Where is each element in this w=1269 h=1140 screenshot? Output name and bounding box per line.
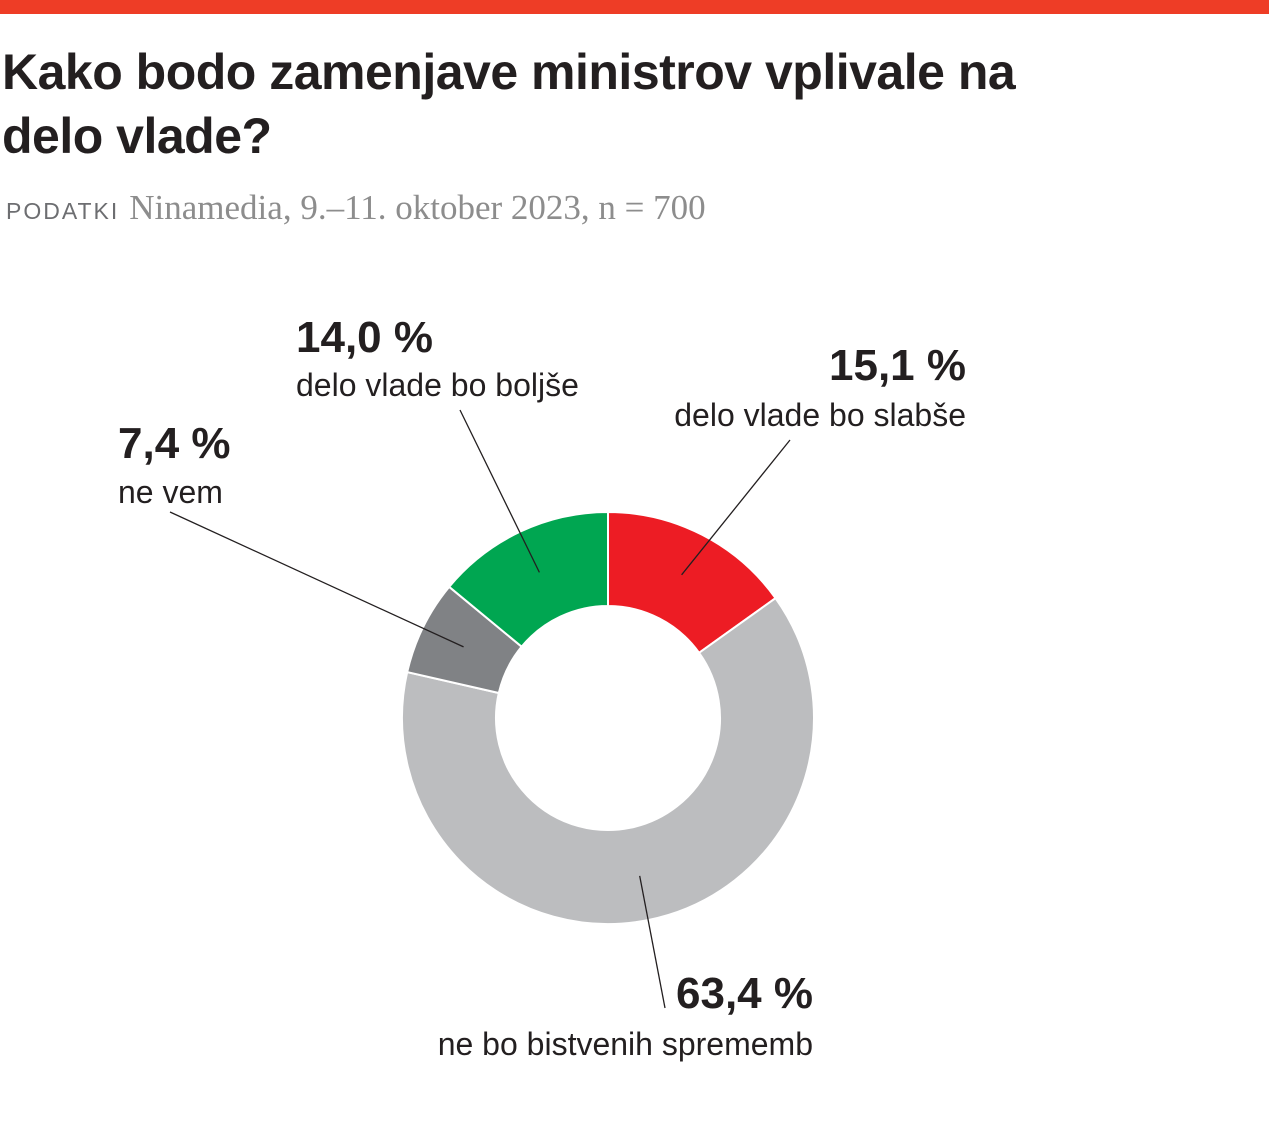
value-label-boljse: 14,0 % [296,313,433,362]
donut-slices [401,510,815,925]
category-label-nespremenjeno: ne bo bistvenih sprememb [438,1026,813,1062]
source-text: Ninamedia, 9.–11. oktober 2023, n = 700 [129,188,706,227]
top-accent-bar [0,0,1269,14]
leader-lines [169,409,791,1009]
source-line: PODATKI Ninamedia, 9.–11. oktober 2023, n… [6,186,706,233]
category-label-slabse: delo vlade bo slabše [674,397,966,433]
leader-line-nespremenjeno [639,875,666,1009]
category-label-boljse: delo vlade bo boljše [296,367,579,403]
category-label-ne-vem: ne vem [118,474,223,510]
value-label-ne-vem: 7,4 % [118,419,231,468]
leader-line-boljse [459,409,540,573]
value-label-nespremenjeno: 63,4 % [676,969,813,1018]
slice-nespremenjeno [401,596,815,925]
source-label: PODATKI [6,198,120,224]
value-label-slabse: 15,1 % [829,341,966,390]
leader-line-ne-vem [169,511,464,648]
chart-title: Kako bodo zamenjave ministrov vplivale n… [2,44,1016,164]
slice-boljse [447,510,609,649]
leader-line-slabse [681,439,791,576]
